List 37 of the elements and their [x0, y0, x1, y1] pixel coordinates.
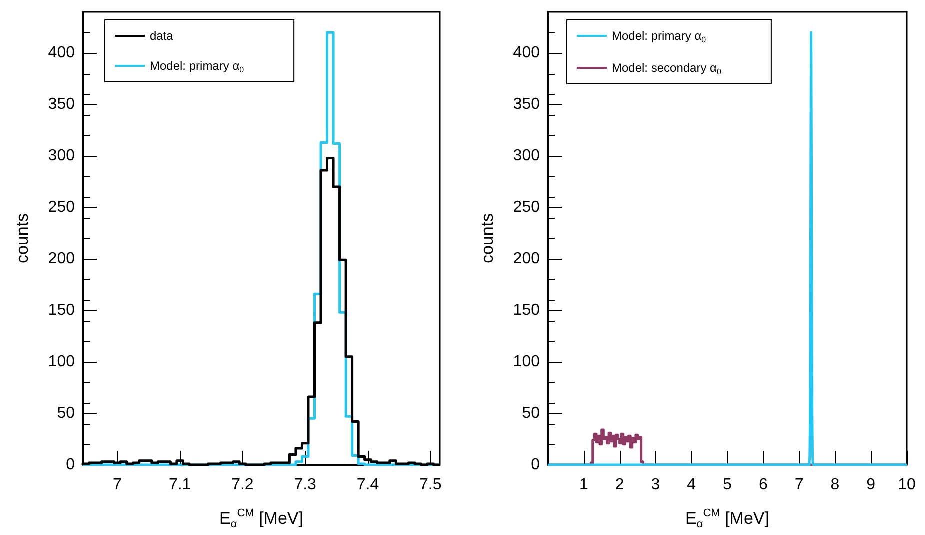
- y-tick-label: 250: [48, 199, 76, 216]
- x-tick-label: 2: [615, 476, 624, 494]
- y-tick-label: 50: [522, 405, 540, 422]
- x-tick-label: 7.1: [168, 476, 192, 494]
- y-tick-label: 400: [48, 44, 76, 62]
- y-tick-label: 300: [513, 148, 540, 165]
- x-tick-label: 1: [579, 476, 588, 494]
- y-tick-label: 400: [513, 44, 540, 62]
- x-tick-label: 4: [687, 476, 696, 494]
- x-tick-label: 8: [830, 476, 840, 494]
- y-tick-label: 0: [531, 456, 540, 474]
- y-tick-label: 100: [48, 354, 76, 371]
- x-tick-label: 7.5: [419, 476, 442, 494]
- y-tick-label: 200: [513, 250, 540, 268]
- y-tick-label: 350: [48, 96, 76, 114]
- y-tick-label: 50: [57, 405, 76, 422]
- x-tick-label: 7: [794, 476, 804, 494]
- x-tick-label: 7: [112, 476, 122, 494]
- y-axis-title: counts: [13, 213, 32, 264]
- y-tick-label: 100: [513, 354, 540, 371]
- x-tick-label: 6: [758, 476, 768, 494]
- x-tick-label: 3: [651, 476, 660, 494]
- x-tick-label: 5: [723, 476, 732, 494]
- x-tick-label: 7.3: [294, 476, 317, 494]
- y-tick-label: 200: [48, 250, 76, 268]
- x-tick-label: 7.4: [356, 476, 380, 494]
- x-tick-label: 10: [898, 476, 916, 494]
- y-tick-label: 0: [66, 456, 76, 474]
- y-tick-label: 250: [513, 199, 540, 216]
- y-tick-label: 150: [48, 302, 76, 320]
- y-tick-label: 150: [513, 302, 540, 320]
- x-tick-label: 7.2: [232, 476, 254, 494]
- y-axis-title: counts: [478, 213, 497, 264]
- y-tick-label: 350: [513, 96, 540, 114]
- y-tick-label: 300: [48, 148, 76, 165]
- legend-label: data: [150, 29, 174, 43]
- x-tick-label: 9: [866, 476, 876, 494]
